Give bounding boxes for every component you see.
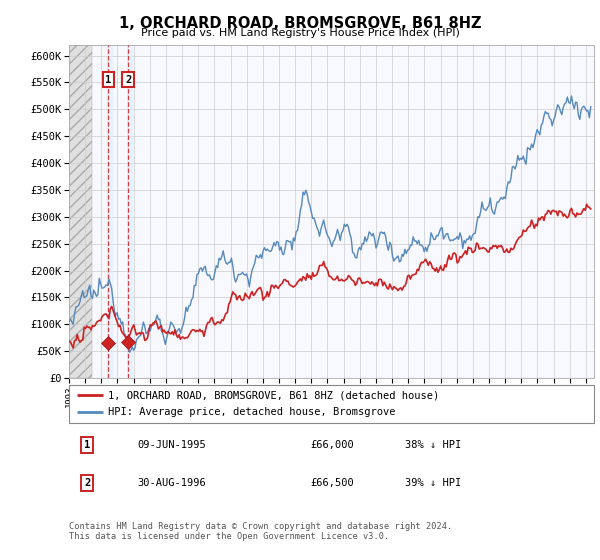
Text: Contains HM Land Registry data © Crown copyright and database right 2024.
This d: Contains HM Land Registry data © Crown c… bbox=[69, 522, 452, 542]
Text: 39% ↓ HPI: 39% ↓ HPI bbox=[405, 478, 461, 488]
Text: 38% ↓ HPI: 38% ↓ HPI bbox=[405, 440, 461, 450]
Text: 1, ORCHARD ROAD, BROMSGROVE, B61 8HZ (detached house): 1, ORCHARD ROAD, BROMSGROVE, B61 8HZ (de… bbox=[109, 390, 440, 400]
Text: 2: 2 bbox=[125, 74, 131, 85]
Text: HPI: Average price, detached house, Bromsgrove: HPI: Average price, detached house, Brom… bbox=[109, 407, 396, 417]
Text: £66,000: £66,000 bbox=[311, 440, 354, 450]
Text: £66,500: £66,500 bbox=[311, 478, 354, 488]
Bar bbox=[69, 45, 92, 378]
Text: 1, ORCHARD ROAD, BROMSGROVE, B61 8HZ: 1, ORCHARD ROAD, BROMSGROVE, B61 8HZ bbox=[119, 16, 481, 31]
FancyBboxPatch shape bbox=[69, 385, 594, 423]
Text: 09-JUN-1995: 09-JUN-1995 bbox=[137, 440, 206, 450]
Text: 1: 1 bbox=[105, 74, 112, 85]
Bar bbox=[127, 45, 132, 378]
Text: 30-AUG-1996: 30-AUG-1996 bbox=[137, 478, 206, 488]
Text: Price paid vs. HM Land Registry's House Price Index (HPI): Price paid vs. HM Land Registry's House … bbox=[140, 28, 460, 38]
Text: 1: 1 bbox=[84, 440, 91, 450]
Text: 2: 2 bbox=[84, 478, 91, 488]
Bar bbox=[107, 45, 112, 378]
